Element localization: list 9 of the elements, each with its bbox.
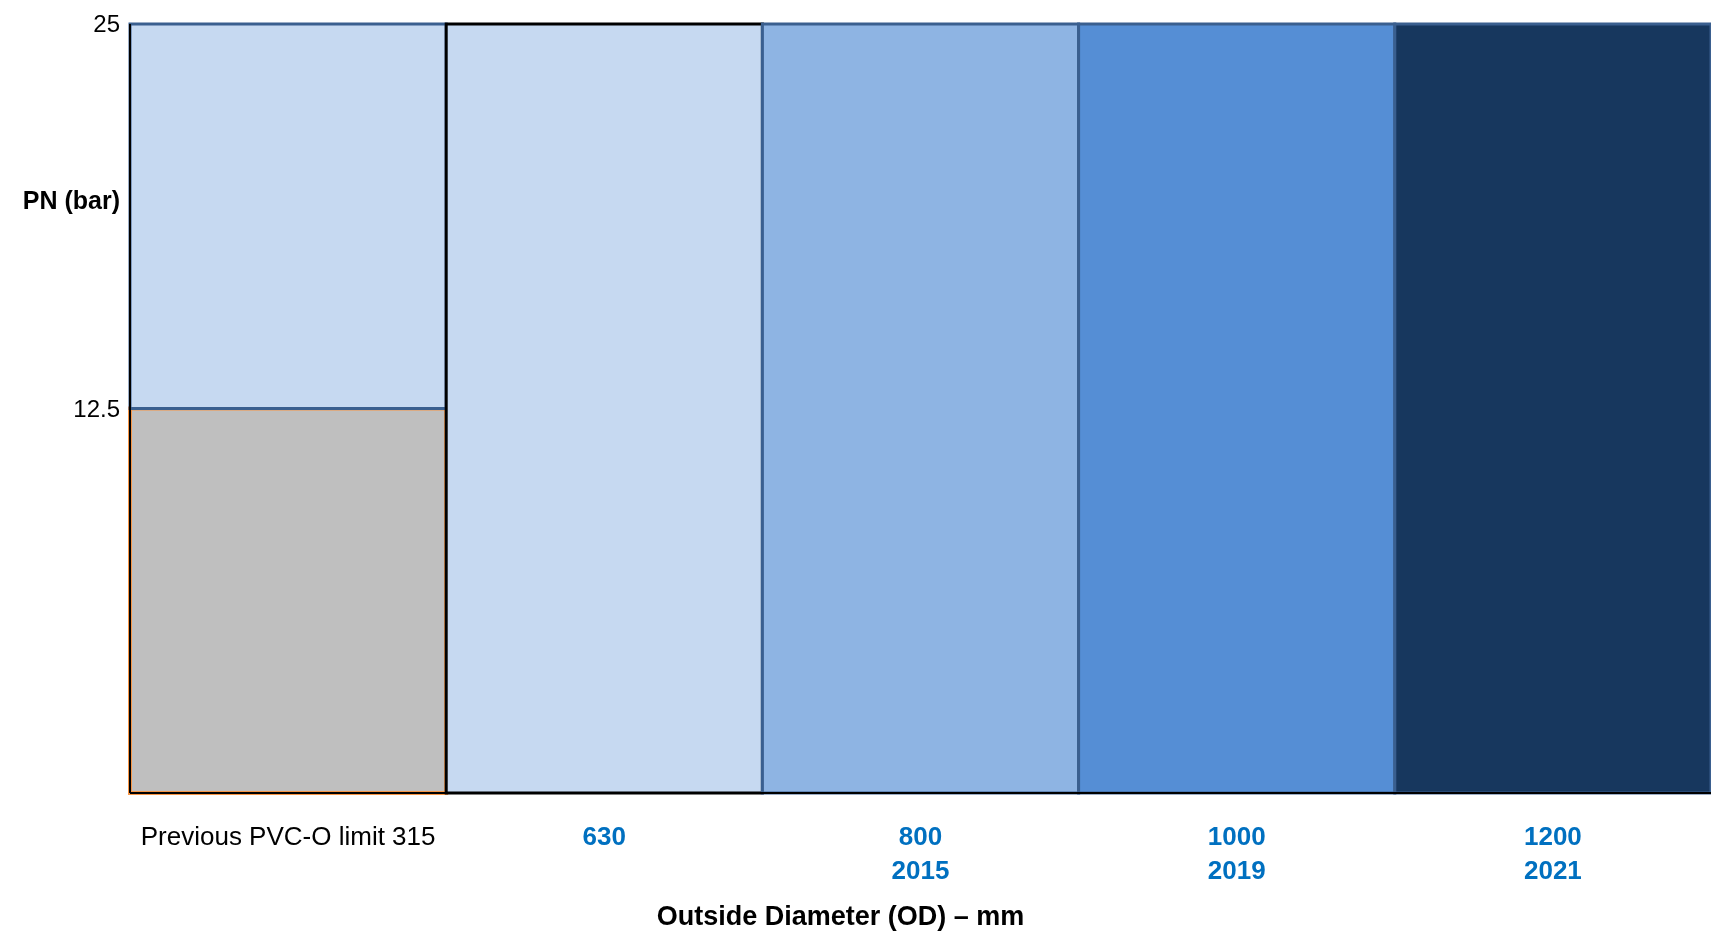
x-tick-label: 800 2015 [891,821,950,885]
x-tick-label: 1200 2021 [1523,821,1582,885]
x-axis-title: Outside Diameter (OD) – mm [656,901,1025,931]
x-tick-label: 630 [582,821,626,851]
y-tick-label: 25 [93,10,120,38]
x-tick-label: Previous PVC-O limit 315 [140,821,436,851]
x-tick-label: 1000 2019 [1207,821,1266,885]
y-tick-label: 12.5 [73,394,120,422]
y-axis-title: PN (bar) [22,185,120,214]
